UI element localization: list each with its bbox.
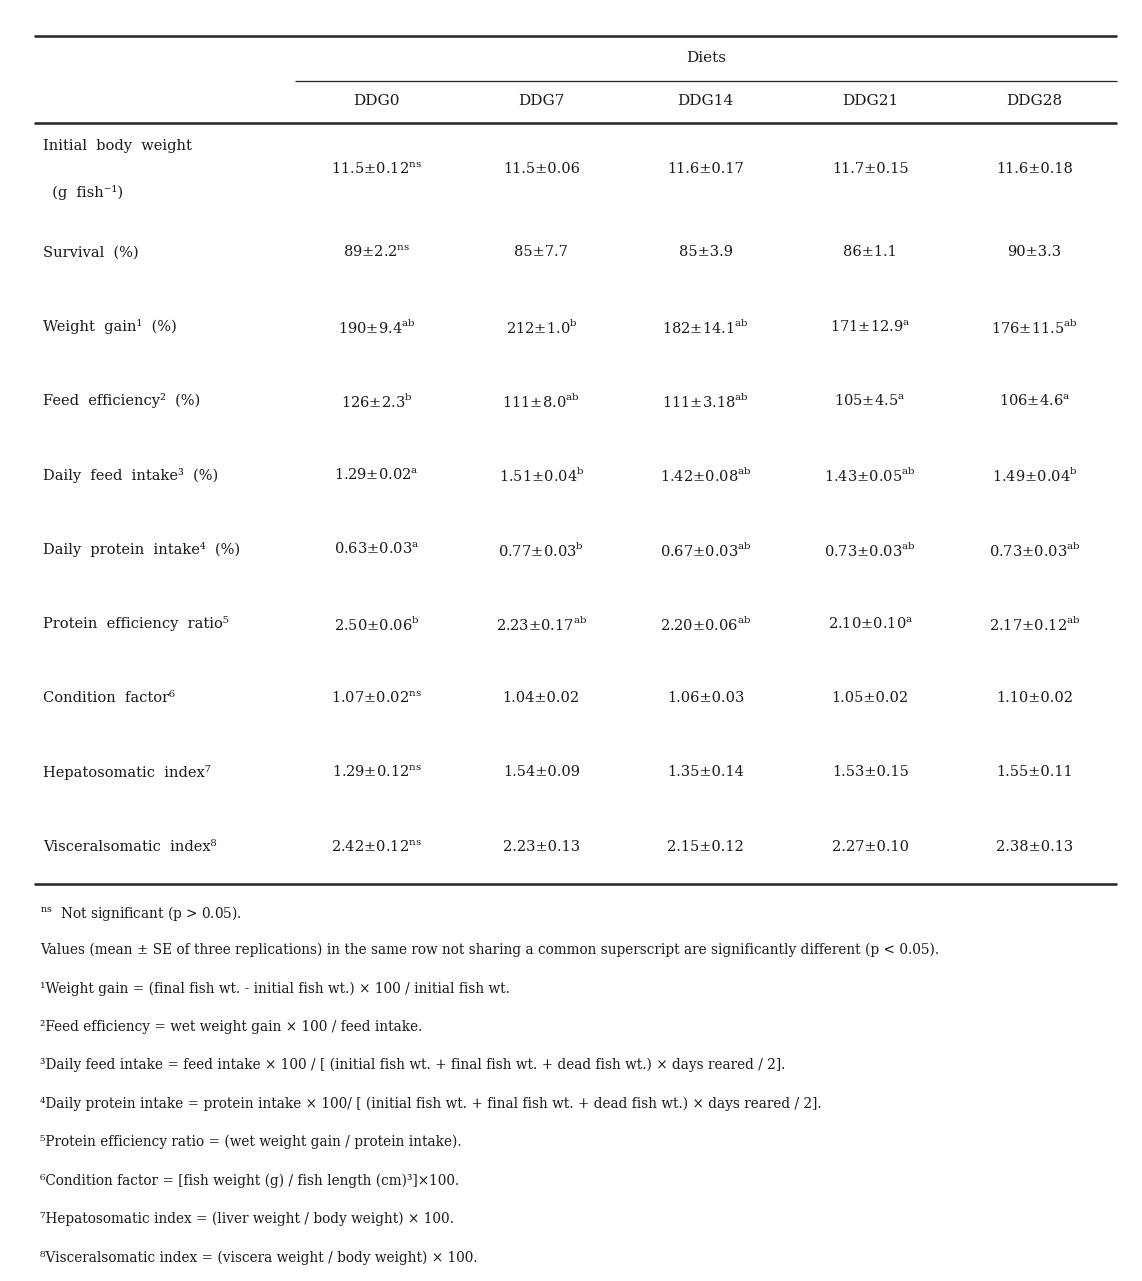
Text: DDG14: DDG14 [677, 95, 734, 108]
Text: DDG0: DDG0 [354, 95, 400, 108]
Text: Condition  factor⁶: Condition factor⁶ [43, 692, 175, 705]
Text: 1.29±0.12$^{\mathregular{ns}}$: 1.29±0.12$^{\mathregular{ns}}$ [331, 765, 423, 780]
Text: 176±11.5$^{\mathregular{ab}}$: 176±11.5$^{\mathregular{ab}}$ [991, 318, 1078, 336]
Text: 2.23±0.13: 2.23±0.13 [502, 840, 580, 853]
Text: 190±9.4$^{\mathregular{ab}}$: 190±9.4$^{\mathregular{ab}}$ [338, 318, 416, 336]
Text: DDG28: DDG28 [1006, 95, 1063, 108]
Text: Diets: Diets [685, 51, 726, 64]
Text: Protein  efficiency  ratio⁵: Protein efficiency ratio⁵ [43, 616, 230, 632]
Text: ³Daily feed intake = feed intake × 100 / [ (initial fish wt. + final fish wt. + : ³Daily feed intake = feed intake × 100 /… [40, 1058, 786, 1072]
Text: Initial  body  weight: Initial body weight [43, 140, 192, 152]
Text: Values (mean ± SE of three replications) in the same row not sharing a common su: Values (mean ± SE of three replications)… [40, 943, 939, 957]
Text: 105±4.5$^{\mathregular{a}}$: 105±4.5$^{\mathregular{a}}$ [835, 393, 906, 409]
Text: 0.67±0.03$^{\mathregular{ab}}$: 0.67±0.03$^{\mathregular{ab}}$ [660, 541, 751, 559]
Text: 2.17±0.12$^{\mathregular{ab}}$: 2.17±0.12$^{\mathregular{ab}}$ [989, 615, 1080, 633]
Text: 11.6±0.18: 11.6±0.18 [996, 163, 1073, 175]
Text: 1.06±0.03: 1.06±0.03 [667, 692, 745, 705]
Text: 1.51±0.04$^{\mathregular{b}}$: 1.51±0.04$^{\mathregular{b}}$ [499, 466, 584, 484]
Text: 0.77±0.03$^{\mathregular{b}}$: 0.77±0.03$^{\mathregular{b}}$ [498, 541, 585, 559]
Text: ⁸Visceralsomatic index = (viscera weight / body weight) × 100.: ⁸Visceralsomatic index = (viscera weight… [40, 1250, 477, 1264]
Text: ⁶Condition factor = [fish weight (g) / fish length (cm)³]×100.: ⁶Condition factor = [fish weight (g) / f… [40, 1173, 459, 1187]
Text: 1.53±0.15: 1.53±0.15 [831, 766, 909, 779]
Text: 11.5±0.06: 11.5±0.06 [502, 163, 580, 175]
Text: 86±1.1: 86±1.1 [843, 246, 898, 259]
Text: Feed  efficiency²  (%): Feed efficiency² (%) [43, 393, 201, 409]
Text: 171±12.9$^{\mathregular{a}}$: 171±12.9$^{\mathregular{a}}$ [830, 319, 910, 334]
Text: 111±3.18$^{\mathregular{ab}}$: 111±3.18$^{\mathregular{ab}}$ [662, 392, 749, 410]
Text: ²Feed efficiency = wet weight gain × 100 / feed intake.: ²Feed efficiency = wet weight gain × 100… [40, 1020, 423, 1034]
Text: 2.10±0.10$^{\mathregular{a}}$: 2.10±0.10$^{\mathregular{a}}$ [828, 616, 912, 632]
Text: Survival  (%): Survival (%) [43, 246, 139, 259]
Text: 90±3.3: 90±3.3 [1007, 246, 1062, 259]
Text: 1.29±0.02$^{\mathregular{a}}$: 1.29±0.02$^{\mathregular{a}}$ [335, 468, 419, 483]
Text: DDG7: DDG7 [518, 95, 564, 108]
Text: 2.15±0.12: 2.15±0.12 [667, 840, 745, 853]
Text: DDG21: DDG21 [842, 95, 899, 108]
Text: 1.55±0.11: 1.55±0.11 [996, 766, 1073, 779]
Text: 2.42±0.12$^{\mathregular{ns}}$: 2.42±0.12$^{\mathregular{ns}}$ [331, 839, 423, 854]
Text: 2.23±0.17$^{\mathregular{ab}}$: 2.23±0.17$^{\mathregular{ab}}$ [496, 615, 587, 633]
Text: 1.42±0.08$^{\mathregular{ab}}$: 1.42±0.08$^{\mathregular{ab}}$ [660, 466, 751, 484]
Text: 1.35±0.14: 1.35±0.14 [667, 766, 745, 779]
Text: 1.43±0.05$^{\mathregular{ab}}$: 1.43±0.05$^{\mathregular{ab}}$ [825, 466, 916, 484]
Text: ⁷Hepatosomatic index = (liver weight / body weight) × 100.: ⁷Hepatosomatic index = (liver weight / b… [40, 1212, 453, 1226]
Text: 2.27±0.10: 2.27±0.10 [831, 840, 909, 853]
Text: 11.5±0.12$^{\mathregular{ns}}$: 11.5±0.12$^{\mathregular{ns}}$ [331, 161, 423, 177]
Text: 2.20±0.06$^{\mathregular{ab}}$: 2.20±0.06$^{\mathregular{ab}}$ [660, 615, 751, 633]
Text: 111±8.0$^{\mathregular{ab}}$: 111±8.0$^{\mathregular{ab}}$ [502, 392, 580, 410]
Text: Daily  protein  intake⁴  (%): Daily protein intake⁴ (%) [43, 542, 241, 557]
Text: Weight  gain¹  (%): Weight gain¹ (%) [43, 319, 177, 334]
Text: 1.04±0.02: 1.04±0.02 [502, 692, 580, 705]
Text: 0.63±0.03$^{\mathregular{a}}$: 0.63±0.03$^{\mathregular{a}}$ [335, 542, 419, 557]
Text: 89±2.2$^{\mathregular{ns}}$: 89±2.2$^{\mathregular{ns}}$ [344, 245, 410, 260]
Text: ¹Weight gain = (final fish wt. - initial fish wt.) × 100 / initial fish wt.: ¹Weight gain = (final fish wt. - initial… [40, 981, 509, 995]
Text: 1.05±0.02: 1.05±0.02 [831, 692, 909, 705]
Text: ⁴Daily protein intake = protein intake × 100/ [ (initial fish wt. + final fish w: ⁴Daily protein intake = protein intake ×… [40, 1097, 821, 1111]
Text: Hepatosomatic  index⁷: Hepatosomatic index⁷ [43, 765, 211, 780]
Text: 182±14.1$^{\mathregular{ab}}$: 182±14.1$^{\mathregular{ab}}$ [662, 318, 749, 336]
Text: Daily  feed  intake³  (%): Daily feed intake³ (%) [43, 468, 218, 483]
Text: 1.49±0.04$^{\mathregular{b}}$: 1.49±0.04$^{\mathregular{b}}$ [992, 466, 1077, 484]
Text: 2.38±0.13: 2.38±0.13 [996, 840, 1073, 853]
Text: 1.07±0.02$^{\mathregular{ns}}$: 1.07±0.02$^{\mathregular{ns}}$ [331, 690, 423, 706]
Text: 85±7.7: 85±7.7 [514, 246, 569, 259]
Text: ⁵Protein efficiency ratio = (wet weight gain / protein intake).: ⁵Protein efficiency ratio = (wet weight … [40, 1135, 461, 1149]
Text: (g  fish⁻¹): (g fish⁻¹) [43, 184, 123, 200]
Text: 11.7±0.15: 11.7±0.15 [831, 163, 909, 175]
Text: 1.10±0.02: 1.10±0.02 [996, 692, 1073, 705]
Text: $^{\mathregular{ns}}$  Not significant (p > 0.05).: $^{\mathregular{ns}}$ Not significant (p… [40, 904, 242, 924]
Text: 126±2.3$^{\mathregular{b}}$: 126±2.3$^{\mathregular{b}}$ [341, 392, 412, 410]
Text: 106±4.6$^{\mathregular{a}}$: 106±4.6$^{\mathregular{a}}$ [999, 393, 1070, 409]
Text: 1.54±0.09: 1.54±0.09 [502, 766, 580, 779]
Text: 2.50±0.06$^{\mathregular{b}}$: 2.50±0.06$^{\mathregular{b}}$ [335, 615, 419, 633]
Text: Visceralsomatic  index⁸: Visceralsomatic index⁸ [43, 840, 217, 853]
Text: 85±3.9: 85±3.9 [678, 246, 733, 259]
Text: 0.73±0.03$^{\mathregular{ab}}$: 0.73±0.03$^{\mathregular{ab}}$ [825, 541, 916, 559]
Text: 212±1.0$^{\mathregular{b}}$: 212±1.0$^{\mathregular{b}}$ [506, 318, 577, 336]
Text: 11.6±0.17: 11.6±0.17 [667, 163, 745, 175]
Text: 0.73±0.03$^{\mathregular{ab}}$: 0.73±0.03$^{\mathregular{ab}}$ [989, 541, 1080, 559]
